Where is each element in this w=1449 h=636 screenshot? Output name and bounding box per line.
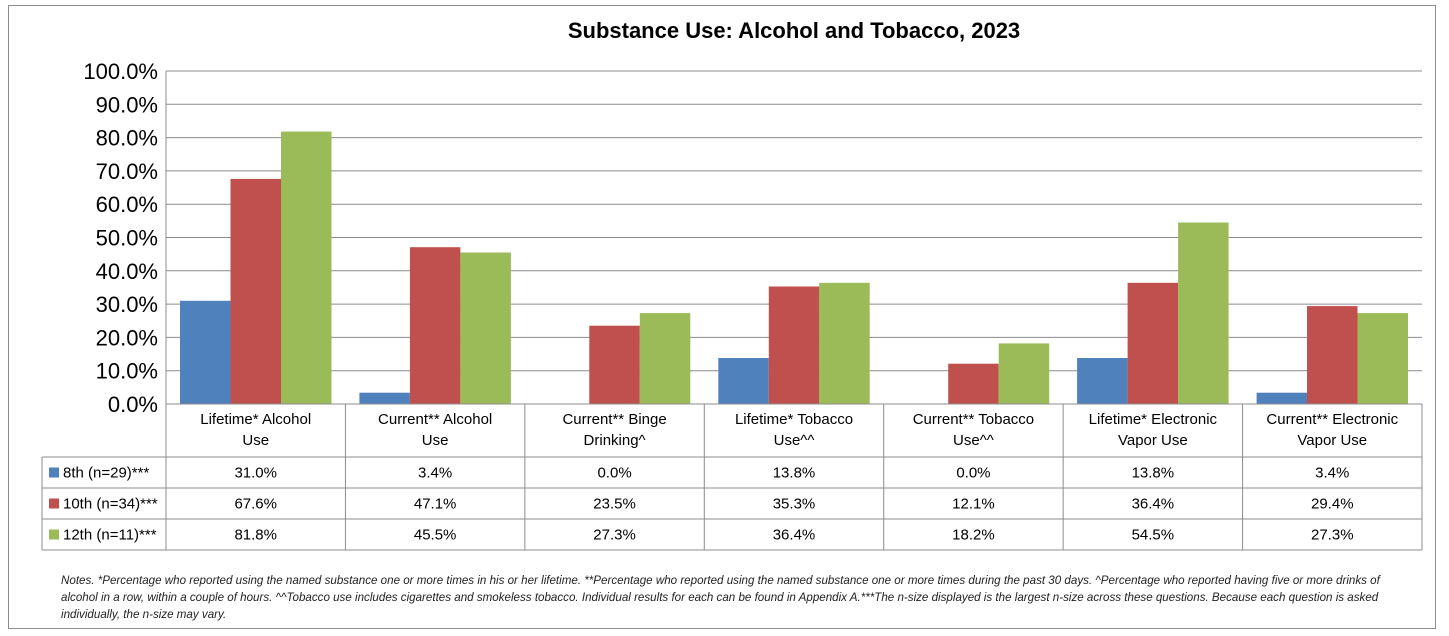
data-table-cell: 3.4% xyxy=(1315,465,1349,482)
bar xyxy=(409,247,461,404)
bar xyxy=(998,343,1050,404)
data-table-cell: 35.3% xyxy=(773,496,816,513)
bar xyxy=(1307,306,1358,404)
data-table-cell: 3.4% xyxy=(418,465,452,482)
bar xyxy=(460,252,511,404)
category-label: Current** Electronic xyxy=(1266,411,1398,428)
category-label: Current** Binge xyxy=(562,411,666,428)
legend-label: 10th (n=34)*** xyxy=(63,496,158,513)
data-table-cell: 47.1% xyxy=(414,496,457,513)
chart-frame: Substance Use: Alcohol and Tobacco, 2023… xyxy=(8,5,1436,629)
category-label: Vapor Use xyxy=(1118,432,1188,449)
chart-title: Substance Use: Alcohol and Tobacco, 2023 xyxy=(568,18,1020,43)
legend-swatch xyxy=(49,498,59,509)
y-tick-label: 0.0% xyxy=(108,392,158,417)
y-tick-label: 70.0% xyxy=(96,159,158,184)
y-tick-label: 90.0% xyxy=(96,92,158,117)
data-table-cell: 13.8% xyxy=(773,465,816,482)
y-tick-label: 100.0% xyxy=(83,59,158,84)
y-tick-label: 30.0% xyxy=(96,292,158,317)
data-table-cell: 36.4% xyxy=(773,527,816,544)
data-table-cell: 27.3% xyxy=(593,527,636,544)
y-tick-label: 20.0% xyxy=(96,325,158,350)
y-tick-label: 10.0% xyxy=(96,359,158,384)
legend-swatch xyxy=(49,529,59,540)
category-label: Vapor Use xyxy=(1297,432,1367,449)
data-table-cell: 23.5% xyxy=(593,496,636,513)
bar xyxy=(359,392,410,404)
bar xyxy=(1357,313,1408,404)
bar xyxy=(1077,358,1128,404)
bar xyxy=(639,313,691,404)
category-label: Current** Tobacco xyxy=(913,411,1034,428)
bar xyxy=(230,178,281,404)
bar xyxy=(1127,282,1179,404)
data-table-cell: 54.5% xyxy=(1132,527,1175,544)
data-table-cell: 13.8% xyxy=(1132,465,1175,482)
category-label: Current** Alcohol xyxy=(378,411,492,428)
category-label: Use^^ xyxy=(774,432,815,449)
category-label: Lifetime* Electronic xyxy=(1089,411,1218,428)
y-tick-label: 80.0% xyxy=(96,126,158,151)
bar xyxy=(180,300,231,404)
bar xyxy=(819,282,870,404)
bar xyxy=(718,358,769,404)
bar xyxy=(1178,222,1229,404)
bar xyxy=(589,325,640,404)
category-label: Use^^ xyxy=(953,432,994,449)
category-label: Use xyxy=(422,432,449,449)
data-table-cell: 67.6% xyxy=(234,496,277,513)
data-table-cell: 12.1% xyxy=(952,496,995,513)
bar xyxy=(768,286,820,404)
data-table-cell: 0.0% xyxy=(597,465,631,482)
data-table-cell: 31.0% xyxy=(234,465,277,482)
data-table-cell: 36.4% xyxy=(1132,496,1175,513)
data-table-cell: 18.2% xyxy=(952,527,995,544)
bar xyxy=(948,363,999,404)
y-tick-label: 50.0% xyxy=(96,226,158,251)
data-table-cell: 81.8% xyxy=(234,527,277,544)
y-tick-label: 60.0% xyxy=(96,192,158,217)
category-label: Use xyxy=(242,432,269,449)
category-label: Lifetime* Tobacco xyxy=(735,411,853,428)
legend-label: 12th (n=11)*** xyxy=(63,527,157,544)
legend-swatch xyxy=(49,467,59,478)
category-label: Lifetime* Alcohol xyxy=(200,411,311,428)
y-tick-label: 40.0% xyxy=(96,259,158,284)
data-table-cell: 0.0% xyxy=(956,465,990,482)
data-table-cell: 27.3% xyxy=(1311,527,1354,544)
chart: Substance Use: Alcohol and Tobacco, 2023… xyxy=(41,18,1423,551)
legend-label: 8th (n=29)*** xyxy=(63,465,149,482)
chart-notes: Notes. *Percentage who reported using th… xyxy=(61,574,1380,621)
bar xyxy=(281,131,332,404)
category-label: Drinking^ xyxy=(584,432,646,449)
data-table-cell: 29.4% xyxy=(1311,496,1354,513)
bar xyxy=(1256,392,1308,404)
data-table-cell: 45.5% xyxy=(414,527,457,544)
